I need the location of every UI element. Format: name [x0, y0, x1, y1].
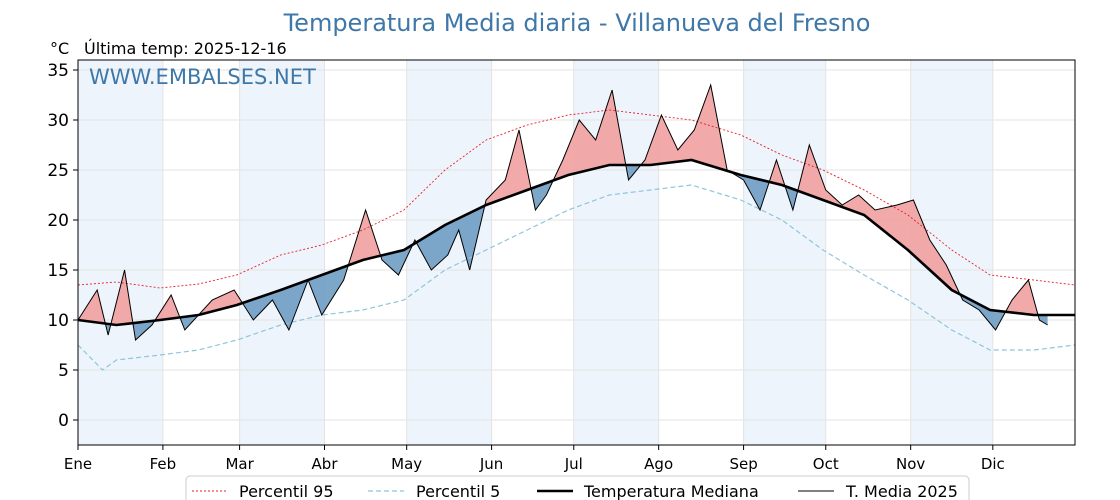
y-tick-label: 20 — [47, 211, 69, 231]
x-tick-label: Dic — [981, 455, 1005, 473]
x-tick-label: Jun — [479, 455, 503, 473]
x-tick-label: Abr — [312, 455, 339, 473]
y-tick-label: 30 — [47, 111, 69, 131]
legend-label-p95: Percentil 95 — [239, 482, 334, 500]
unit-label: °C — [50, 39, 69, 58]
x-tick-label: Feb — [150, 455, 177, 473]
y-tick-label: 5 — [58, 361, 69, 381]
y-tick-label: 35 — [47, 61, 69, 81]
x-tick-label: Mar — [225, 455, 254, 473]
above-median-fill — [78, 85, 1048, 325]
chart-title: Temperatura Media diaria - Villanueva de… — [283, 9, 871, 37]
series-line-median — [77, 158, 1075, 327]
y-tick-label: 0 — [58, 411, 69, 431]
x-tick-label: May — [391, 455, 422, 473]
series-line-p95 — [77, 109, 1076, 289]
x-tick-label: Nov — [896, 455, 925, 473]
y-tick-label: 15 — [47, 261, 69, 281]
legend-box — [185, 475, 970, 500]
month-band — [78, 60, 163, 445]
legend-label-p5: Percentil 5 — [416, 482, 500, 500]
plot-frame — [77, 59, 1076, 446]
x-tick-label: Jul — [564, 455, 583, 473]
legend-label-median: Temperatura Mediana — [583, 482, 759, 500]
series-line-p5 — [77, 184, 1076, 371]
watermark: WWW.EMBALSES.NET — [89, 65, 316, 89]
legend-label-current: T. Media 2025 — [845, 482, 958, 500]
below-median-fill — [78, 160, 1048, 340]
month-band — [743, 60, 826, 445]
x-tick-label: Ene — [64, 455, 92, 473]
series-line-current — [77, 83, 1048, 341]
last-temp-label: Última temp: 2025-12-16 — [84, 39, 287, 58]
legend: Percentil 95 Percentil 5 Temperatura Media… — [185, 475, 970, 500]
x-tick-label: Sep — [729, 455, 757, 473]
x-tick-label: Ago — [644, 455, 673, 473]
month-band — [239, 60, 325, 445]
x-tick-label: Oct — [813, 455, 839, 473]
y-tick-label: 25 — [47, 161, 69, 181]
y-tick-label: 10 — [47, 311, 69, 331]
